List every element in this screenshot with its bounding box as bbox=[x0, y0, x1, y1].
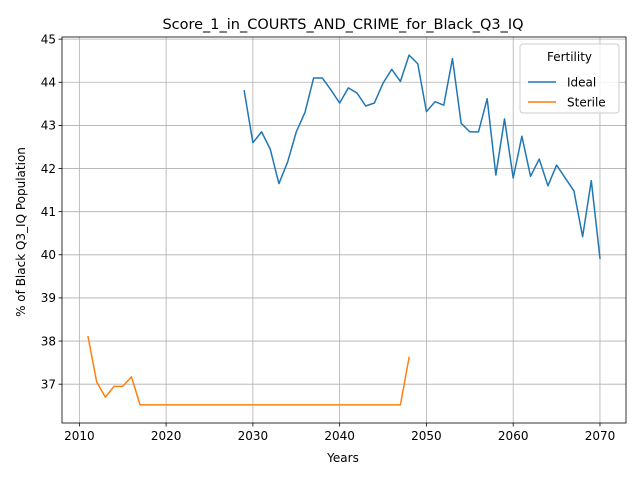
x-tick-label: 2010 bbox=[64, 429, 95, 443]
y-tick-label: 41 bbox=[41, 205, 56, 219]
legend-label-sterile: Sterile bbox=[567, 95, 606, 109]
y-tick-label: 44 bbox=[41, 76, 56, 90]
x-tick-label: 2070 bbox=[585, 429, 616, 443]
y-gridlines bbox=[62, 38, 626, 385]
legend-title: Fertility bbox=[547, 50, 592, 64]
y-tick-label: 40 bbox=[41, 248, 56, 262]
plot-area bbox=[61, 36, 627, 424]
x-axis-title: Years bbox=[326, 451, 359, 465]
y-axis: 37 38 39 40 41 42 43 44 45 bbox=[41, 32, 62, 391]
x-gridlines bbox=[78, 37, 601, 423]
series-line-sterile bbox=[87, 335, 410, 406]
legend: Fertility Ideal Sterile bbox=[519, 43, 620, 114]
x-tick-label: 2030 bbox=[238, 429, 269, 443]
chart-title: Score_1_in_COURTS_AND_CRIME_for_Black_Q3… bbox=[162, 17, 523, 33]
x-tick-label: 2020 bbox=[151, 429, 182, 443]
y-tick-label: 39 bbox=[41, 291, 56, 305]
y-tick-label: 45 bbox=[41, 32, 56, 46]
x-tick-label: 2040 bbox=[324, 429, 355, 443]
y-tick-label: 42 bbox=[41, 162, 56, 176]
x-axis: 2010 2020 2030 2040 2050 2060 2070 bbox=[64, 423, 615, 443]
y-axis-title: % of Black Q3_IQ Population bbox=[14, 147, 28, 317]
series-line-ideal bbox=[243, 54, 601, 260]
x-tick-label: 2050 bbox=[411, 429, 442, 443]
x-tick-label: 2060 bbox=[498, 429, 529, 443]
legend-label-ideal: Ideal bbox=[567, 75, 596, 89]
y-tick-label: 37 bbox=[41, 377, 56, 391]
series-layer bbox=[87, 54, 601, 406]
legend-box bbox=[519, 43, 620, 114]
plot-frame bbox=[61, 36, 627, 424]
y-tick-label: 38 bbox=[41, 334, 56, 348]
y-tick-label: 43 bbox=[41, 119, 56, 133]
